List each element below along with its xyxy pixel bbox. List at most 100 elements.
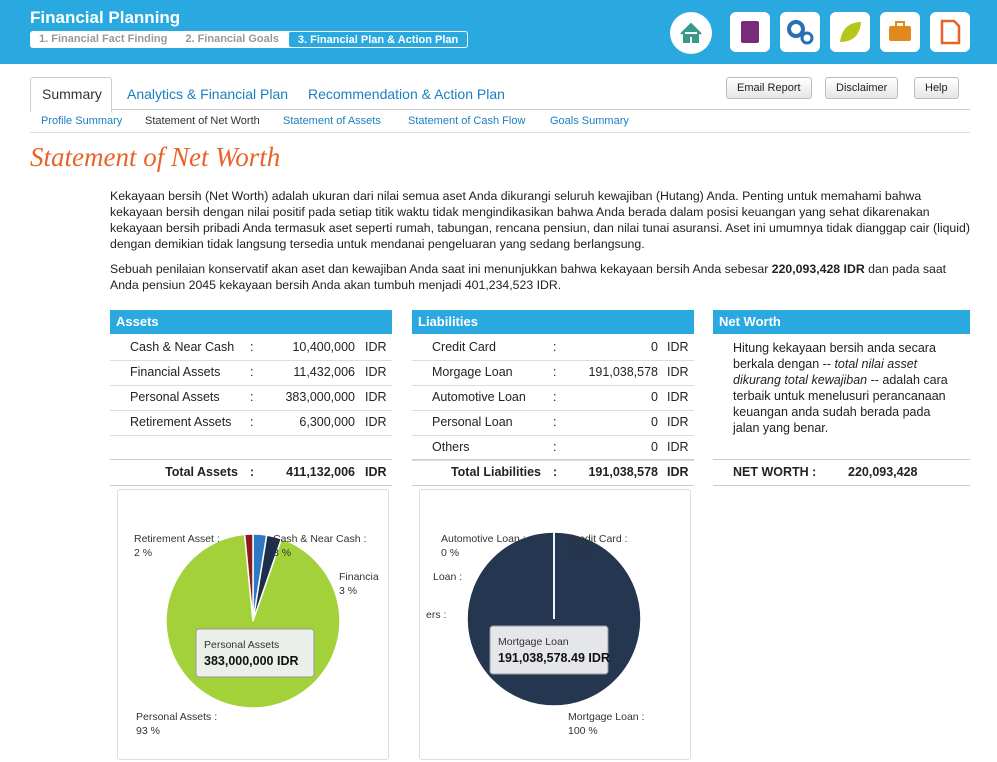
settings-icon[interactable]: [780, 12, 820, 52]
paragraph: Kekayaan bersih (Net Worth) adalah ukura…: [110, 189, 970, 251]
table-row: Others: 0 IDR: [412, 435, 694, 461]
text: Hitung kekayaan bersih anda secara berka…: [733, 341, 936, 371]
currency: IDR: [667, 365, 689, 379]
text: dan pada saat Anda pensiun 2045 kekayaan…: [110, 262, 947, 292]
total-row: Total Assets: 411,132,006 IDR: [110, 459, 392, 486]
row-label: Personal Assets: [130, 390, 220, 404]
net-worth-text: Hitung kekayaan bersih anda secara berka…: [733, 340, 958, 436]
currency: IDR: [667, 465, 689, 479]
icon: [940, 19, 961, 45]
slice-label: Retirement Asset :: [134, 533, 220, 545]
disclaimer-button[interactable]: Disclaimer: [825, 77, 899, 99]
subtab[interactable]: Statement of Net Worth: [145, 115, 260, 127]
liabilities-chart: Credit Card : 0 % Mortgage Loan : 100 % Auto…: [419, 489, 691, 760]
row-label: Retirement Assets: [130, 415, 232, 429]
emphasis: 220,093,428 IDR: [771, 262, 865, 276]
table-row: Retirement Assets: 6,300,000 IDR: [110, 410, 392, 436]
tooltip-value: 383,000,000 IDR: [204, 654, 299, 668]
row-label: Total Assets: [165, 465, 238, 479]
net-worth-panel: Net Worth Hitung kekayaan bersih anda se…: [713, 310, 970, 486]
subtab-rule: [30, 132, 970, 133]
amount: 191,038,578: [588, 465, 658, 479]
assets-panel: Assets Cash & Near Cash: 10,400,000 IDR Fina…: [110, 310, 392, 486]
tooltip-title: Personal Assets: [204, 639, 279, 651]
row-label: Personal Loan: [432, 415, 513, 429]
icon: [840, 22, 861, 42]
panel-heading: Assets: [110, 310, 392, 334]
panel-heading: Net Worth: [713, 310, 970, 334]
tooltip-value: 191,038,578.49 IDR: [498, 651, 610, 665]
book-icon[interactable]: [730, 12, 770, 52]
amount: 10,400,000: [292, 340, 355, 354]
table-row: Personal Loan: 0 IDR: [412, 410, 694, 436]
emphasis: total nilai asset dikurang total kewajib…: [733, 357, 918, 387]
slice-label: Credit Card :: [568, 533, 628, 545]
slice-label: ers :: [426, 609, 446, 621]
slice-label: Personal Assets :: [136, 711, 217, 723]
table-row: Personal Assets: 383,000,000 IDR: [110, 385, 392, 411]
tab[interactable]: Analytics & Financial Plan: [127, 86, 289, 102]
subtab[interactable]: Statement of Cash Flow: [408, 115, 526, 127]
amount: 411,132,006: [286, 465, 355, 479]
tooltip-title: Mortgage Loan: [498, 636, 569, 648]
separator: :: [553, 340, 557, 354]
slice-percent: 3 %: [339, 585, 357, 597]
slice-percent: 93 %: [136, 725, 160, 737]
briefcase-icon[interactable]: [880, 12, 920, 52]
separator: :: [553, 365, 557, 379]
leaf-icon[interactable]: [830, 12, 870, 52]
row-label: Total Liabilities: [450, 465, 541, 479]
separator: :: [553, 465, 558, 479]
currency: IDR: [365, 465, 387, 479]
pie-chart: Credit Card : 0 % Mortgage Loan : 100 % Auto…: [426, 531, 644, 737]
help-button[interactable]: Help: [914, 77, 959, 99]
icon: [741, 21, 759, 43]
tooltip: [489, 625, 609, 675]
step[interactable]: 2. Financial Goals: [185, 33, 279, 45]
slice-label: Financia: [339, 571, 379, 583]
slice-label: Loan :: [433, 571, 462, 583]
slice-percent: 2 %: [134, 547, 152, 559]
panel-heading: Liabilities: [412, 310, 694, 334]
subtab[interactable]: Goals Summary: [550, 115, 629, 127]
step[interactable]: 3. Financial Plan & Action Plan: [288, 32, 468, 47]
slice-label: Mortgage Loan :: [568, 711, 644, 723]
table-row: Cash & Near Cash: 10,400,000 IDR: [110, 335, 392, 361]
row-label: Automotive Loan: [432, 390, 526, 404]
separator: :: [250, 390, 254, 404]
separator: :: [553, 440, 557, 454]
row-label: Morgage Loan: [432, 365, 513, 379]
amount: 0: [651, 440, 658, 454]
header: Financial Planning 1. Financial Fact Fin…: [0, 0, 997, 64]
paragraph: Sebuah penilaian konservatif akan aset d…: [110, 261, 970, 293]
currency: IDR: [667, 415, 689, 429]
subtab[interactable]: Statement of Assets: [283, 115, 381, 127]
currency: IDR: [667, 440, 689, 454]
row-label: Others: [432, 440, 470, 454]
row-label: Credit Card: [432, 340, 496, 354]
table-row: Credit Card: 0 IDR: [412, 335, 694, 361]
row-label: Financial Assets: [130, 365, 221, 379]
amount: 11,432,006: [293, 365, 355, 379]
currency: IDR: [667, 340, 689, 354]
subtab[interactable]: Profile Summary: [41, 115, 123, 127]
document-icon[interactable]: [930, 12, 970, 52]
tab-rule: [30, 109, 970, 110]
slice-percent: 0 %: [568, 547, 586, 559]
tab[interactable]: Summary: [42, 86, 102, 102]
amount: 191,038,578: [588, 365, 658, 379]
liabilities-panel: Liabilities Credit Card:0 IDR Morgage Loan:…: [412, 310, 694, 486]
home-icon[interactable]: [670, 12, 712, 54]
email-button[interactable]: Email Report: [726, 77, 812, 99]
icon: [787, 20, 814, 45]
row-label: Cash & Near Cash: [130, 340, 235, 354]
tab-active[interactable]: [30, 77, 112, 112]
currency: IDR: [365, 340, 387, 354]
table-row: Automotive Loan: 0 IDR: [412, 385, 694, 411]
slice-percent: 0 %: [441, 547, 459, 559]
step[interactable]: 1. Financial Fact Finding: [39, 33, 168, 45]
amount: 383,000,000: [285, 390, 355, 404]
currency: IDR: [365, 415, 387, 429]
tab[interactable]: Recommendation & Action Plan: [308, 86, 505, 102]
separator: :: [250, 365, 254, 379]
